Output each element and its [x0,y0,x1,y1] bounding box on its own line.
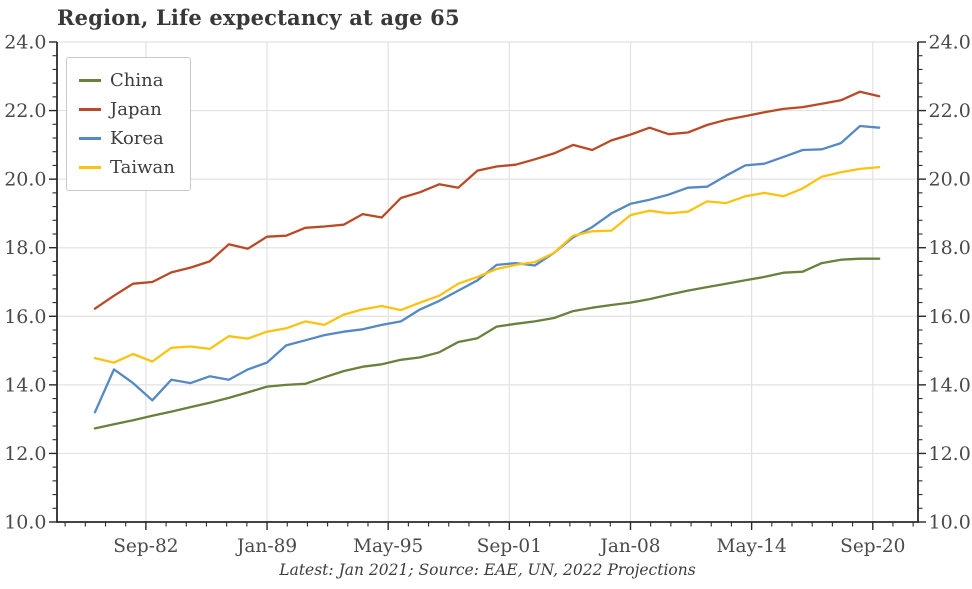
y-tick-label-right: 14.0 [929,374,971,396]
source-caption: Latest: Jan 2021; Source: EAE, UN, 2022 … [279,561,696,579]
legend-label: Korea [110,127,164,149]
legend-item-japan: Japan [79,95,175,124]
y-tick-label-right: 10.0 [929,512,971,534]
y-tick-label-left: 24.0 [4,32,46,54]
y-tick-label-right: 22.0 [929,100,971,122]
legend-swatch-china [79,79,101,82]
y-tick-label-left: 18.0 [4,237,46,259]
legend-swatch-taiwan [79,166,101,169]
y-tick-label-left: 20.0 [4,169,46,191]
series-line-taiwan [93,165,881,364]
y-tick-label-left: 16.0 [4,306,46,328]
y-tick-label-left: 12.0 [4,443,46,465]
x-tick-label: Sep-20 [840,536,905,557]
legend-item-china: China [79,66,175,95]
series-line-china [93,257,881,430]
legend-label: China [110,69,164,91]
y-tick-label-right: 16.0 [929,306,971,328]
legend-swatch-japan [79,108,101,111]
y-tick-label-left: 22.0 [4,100,46,122]
x-tick-label: Sep-01 [477,536,542,557]
legend-swatch-korea [79,137,101,140]
legend-item-korea: Korea [79,124,175,153]
legend-label: Taiwan [110,156,175,178]
y-tick-label-right: 12.0 [929,443,971,465]
chart-title: Region, Life expectancy at age 65 [57,5,460,30]
legend-item-taiwan: Taiwan [79,153,175,182]
x-tick-label: May-95 [353,536,423,557]
series-line-japan [93,90,881,310]
y-tick-label-left: 14.0 [4,374,46,396]
x-tick-label: May-14 [717,536,787,557]
legend-label: Japan [110,98,162,120]
y-tick-label-right: 18.0 [929,237,971,259]
x-tick-label: Sep-82 [113,536,178,557]
legend: China Japan Korea Taiwan [66,57,191,191]
x-tick-label: Jan-89 [235,536,297,557]
x-tick-label: Jan-08 [598,536,660,557]
y-tick-label-left: 10.0 [4,512,46,534]
y-tick-label-right: 20.0 [929,169,971,191]
y-tick-label-right: 24.0 [929,32,971,54]
